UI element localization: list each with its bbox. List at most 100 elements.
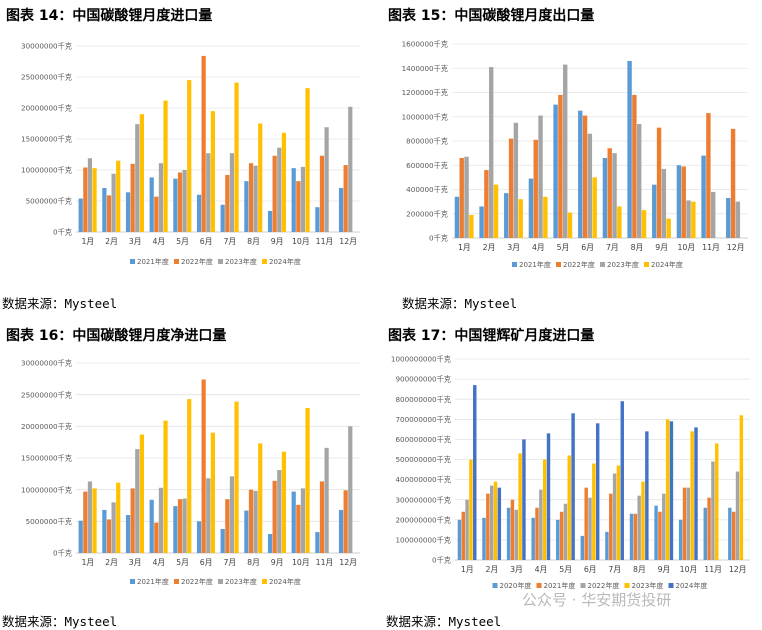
y-tick-label: 20000000千克 bbox=[21, 104, 72, 113]
bar-2022年度-2月 bbox=[484, 170, 489, 238]
bar-2022年度-2月 bbox=[489, 485, 494, 560]
x-tick-label: 5月 bbox=[557, 243, 570, 252]
x-tick-label: 2月 bbox=[105, 237, 118, 246]
bar-2023年度-9月 bbox=[277, 147, 282, 232]
legend-swatch bbox=[262, 579, 267, 584]
bar-2021年度-12月 bbox=[338, 509, 344, 553]
legend-label: 2022年度 bbox=[588, 581, 620, 590]
bar-2021年度-7月 bbox=[609, 493, 613, 560]
y-tick-label: 30000000千克 bbox=[21, 359, 72, 368]
chart-title: 图表 16：中国碳酸锂月度净进口量 bbox=[6, 328, 227, 344]
bar-2024年度-2月 bbox=[493, 184, 499, 238]
bar-2022年度-4月 bbox=[539, 489, 543, 560]
bar-2021年度-8月 bbox=[244, 181, 249, 232]
x-tick-label: 9月 bbox=[658, 565, 671, 574]
bar-2023年度-4月 bbox=[158, 163, 164, 232]
bar-2022年度-5月 bbox=[177, 172, 183, 232]
chart-15-svg: 0千克 200000千克 400000千克 600000千克 800000千克 10000… bbox=[402, 40, 748, 269]
bar-2024年度-7月 bbox=[234, 401, 239, 553]
bar-2022年度-9月 bbox=[272, 480, 277, 553]
bar-2024年度-8月 bbox=[645, 431, 649, 560]
bar-2023年度-12月 bbox=[735, 201, 741, 239]
x-tick-label: 4月 bbox=[152, 237, 165, 246]
bar-2021年度-1月 bbox=[454, 196, 460, 238]
bar-2022年度-5月 bbox=[177, 499, 183, 553]
bar-2023年度-6月 bbox=[587, 133, 593, 238]
y-tick-label: 300000000千克 bbox=[395, 495, 451, 504]
bar-2021年度-2月 bbox=[486, 493, 490, 560]
bar-2021年度-6月 bbox=[584, 487, 588, 560]
bar-2024年度-8月 bbox=[258, 443, 263, 553]
legend-swatch bbox=[174, 579, 179, 584]
bar-2023年度-11月 bbox=[324, 447, 329, 553]
legend-label: 2023年度 bbox=[607, 260, 639, 269]
legend-swatch bbox=[218, 579, 223, 584]
bar-2023年度-1月 bbox=[469, 459, 473, 560]
x-tick-label: 7月 bbox=[223, 558, 236, 567]
bar-2023年度-8月 bbox=[637, 124, 642, 238]
bar-2024年度-6月 bbox=[210, 432, 215, 553]
bar-2020年度-6月 bbox=[580, 535, 585, 560]
bar-2024年度-8月 bbox=[258, 123, 263, 232]
bar-2024年度-4月 bbox=[546, 433, 551, 560]
legend-label: 2024年度 bbox=[651, 260, 683, 269]
bar-2024年度-1月 bbox=[473, 385, 477, 560]
x-tick-label: 1月 bbox=[461, 565, 474, 574]
bar-2023年度-2月 bbox=[111, 173, 116, 232]
bar-2022年度-11月 bbox=[319, 481, 325, 553]
bar-2024年度-7月 bbox=[620, 401, 624, 560]
y-tick-label: 900000000千克 bbox=[395, 375, 451, 384]
y-tick-label: 0千克 bbox=[53, 549, 72, 558]
x-tick-label: 6月 bbox=[581, 243, 594, 252]
bar-2020年度-7月 bbox=[605, 531, 609, 560]
bar-2022年度-4月 bbox=[154, 522, 159, 553]
bar-2021年度-3月 bbox=[510, 499, 515, 560]
bar-2023年度-11月 bbox=[715, 443, 719, 560]
legend-label: 2020年度 bbox=[500, 581, 532, 590]
x-tick-label: 8月 bbox=[247, 237, 260, 246]
bar-2024年度-10月 bbox=[694, 427, 698, 560]
bar-2022年度-9月 bbox=[656, 127, 662, 238]
y-tick-label: 20000000千克 bbox=[21, 422, 72, 431]
x-tick-label: 4月 bbox=[535, 565, 548, 574]
x-tick-label: 2月 bbox=[483, 243, 496, 252]
source-note: 数据来源：Mysteel bbox=[386, 614, 502, 629]
x-tick-label: 7月 bbox=[606, 243, 619, 252]
y-tick-label: 0千克 bbox=[429, 234, 448, 243]
legend-swatch bbox=[174, 259, 179, 264]
x-tick-label: 8月 bbox=[631, 243, 644, 252]
legend-label: 2021年度 bbox=[137, 257, 169, 266]
x-tick-label: 1月 bbox=[81, 558, 94, 567]
x-tick-label: 7月 bbox=[608, 565, 621, 574]
bar-2023年度-7月 bbox=[612, 153, 617, 239]
legend-label: 2023年度 bbox=[632, 581, 664, 590]
bar-2021年度-5月 bbox=[173, 178, 178, 232]
bar-2023年度-4月 bbox=[542, 459, 547, 560]
bar-2023年度-5月 bbox=[567, 455, 571, 560]
bar-2022年度-7月 bbox=[225, 174, 230, 232]
x-tick-label: 12月 bbox=[339, 558, 357, 567]
bar-2023年度-2月 bbox=[489, 67, 494, 238]
bar-2020年度-3月 bbox=[506, 507, 511, 560]
bar-2021年度-5月 bbox=[173, 506, 178, 553]
bar-2024年度-5月 bbox=[571, 413, 575, 560]
bar-2022年度-1月 bbox=[83, 491, 88, 553]
bar-2023年度-6月 bbox=[206, 153, 211, 232]
bar-2021年度-9月 bbox=[652, 184, 657, 238]
y-tick-label: 800000000千克 bbox=[395, 395, 451, 404]
legend-label: 2024年度 bbox=[269, 577, 301, 586]
x-tick-label: 11月 bbox=[702, 243, 720, 252]
x-tick-label: 10月 bbox=[680, 565, 698, 574]
chart-title: 图表 14：中国碳酸锂月度进口量 bbox=[6, 8, 213, 24]
bar-2022年度-3月 bbox=[130, 163, 135, 232]
bar-2023年度-10月 bbox=[300, 488, 306, 553]
chart-14-svg: 0千克 5000000千克 10000000千克 15000000千克 20000000… bbox=[21, 42, 360, 266]
x-tick-label: 9月 bbox=[271, 237, 284, 246]
x-tick-label: 10月 bbox=[292, 558, 310, 567]
y-tick-label: 1400000千克 bbox=[402, 64, 448, 73]
bar-2023年度-8月 bbox=[641, 481, 645, 560]
bar-2021年度-12月 bbox=[731, 511, 736, 560]
bar-2024年度-1月 bbox=[92, 168, 97, 232]
bar-2020年度-11月 bbox=[703, 507, 707, 560]
bar-2022年度-10月 bbox=[681, 166, 686, 238]
